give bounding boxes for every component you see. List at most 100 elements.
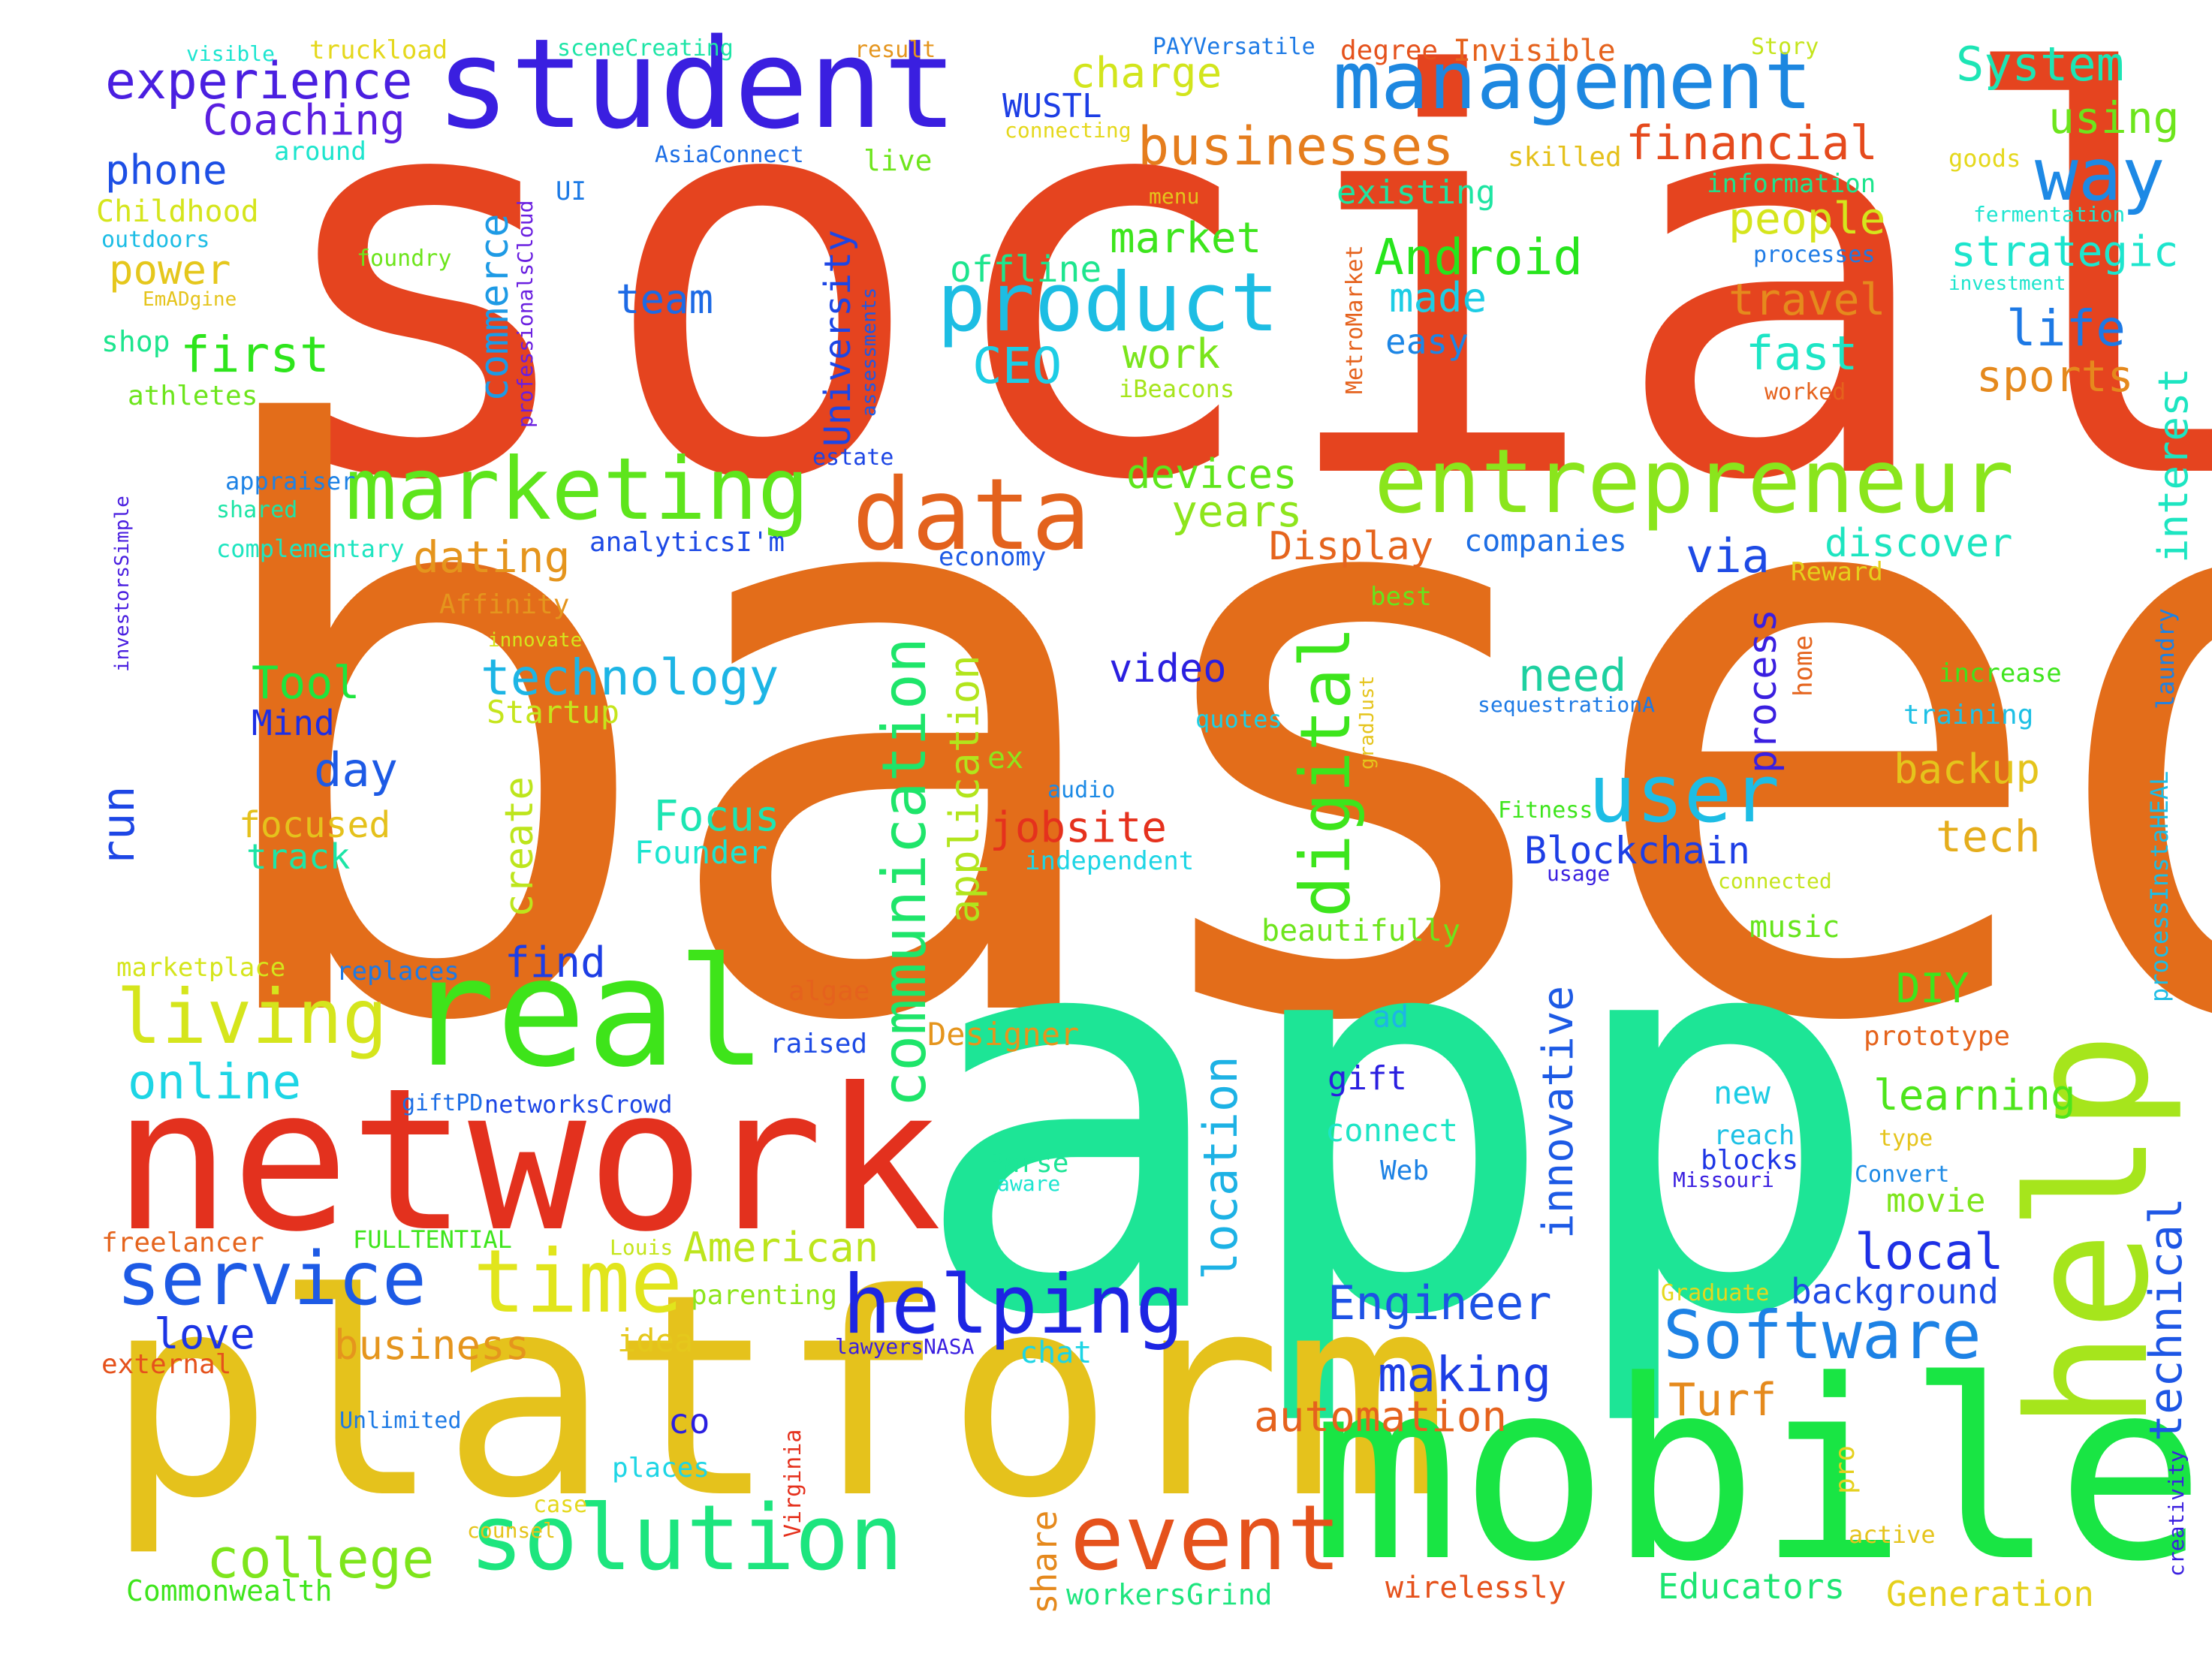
- word-generation: Generation: [1886, 1574, 2094, 1614]
- word-replaces: replaces: [336, 956, 460, 987]
- word-childhood: Childhood: [96, 194, 259, 229]
- word-local: local: [1855, 1223, 2004, 1281]
- word-independent: independent: [1025, 846, 1195, 876]
- word-turf: Turf: [1668, 1374, 1777, 1426]
- word-focus: Focus: [653, 792, 780, 841]
- word-connected: connected: [1718, 869, 1832, 893]
- word-american: American: [683, 1224, 879, 1271]
- word-gradjust: gradJust: [1356, 675, 1379, 770]
- word-travel: travel: [1728, 274, 1886, 325]
- word-discover: discover: [1825, 521, 2013, 566]
- word-communication: communication: [869, 637, 939, 1107]
- word-degree: degree: [1340, 35, 1439, 66]
- word-existing: existing: [1337, 173, 1496, 212]
- word-wustl: WUSTL: [1002, 87, 1102, 125]
- word-fermentation: fermentation: [1973, 202, 2126, 227]
- word-music: music: [1749, 910, 1840, 944]
- word-offline: offline: [950, 249, 1102, 291]
- word-experience: experience: [105, 52, 413, 111]
- word-educators: Educators: [1658, 1566, 1846, 1607]
- word-laundry: laundry: [2151, 608, 2180, 709]
- word-life: life: [2006, 300, 2126, 357]
- word-menu: menu: [1149, 184, 1200, 209]
- word-online: online: [128, 1055, 302, 1110]
- word-affinity: Affinity: [439, 589, 570, 620]
- word-raised: raised: [770, 1029, 868, 1059]
- word-first: first: [180, 326, 330, 384]
- word-founder: Founder: [634, 834, 768, 871]
- word-track: track: [246, 836, 351, 877]
- word-financial: financial: [1626, 116, 1878, 170]
- word-ceo: CEO: [972, 337, 1062, 395]
- word-focused: focused: [239, 804, 391, 846]
- word-made: made: [1389, 274, 1487, 321]
- word-networkscrowd: networksCrowd: [484, 1090, 673, 1119]
- word-display: Display: [1269, 524, 1434, 569]
- word-shop: shop: [101, 325, 170, 358]
- word-training: training: [1903, 700, 2034, 731]
- word-engineer: Engineer: [1328, 1276, 1552, 1330]
- word-innovative: innovative: [1534, 985, 1583, 1239]
- word-student: student: [435, 12, 958, 156]
- word-software: Software: [1663, 1297, 1981, 1374]
- word-parenting: parenting: [691, 1280, 838, 1311]
- word-around: around: [274, 137, 366, 167]
- word-devices: devices: [1126, 450, 1297, 498]
- word-power: power: [109, 246, 231, 294]
- word-reward: Reward: [1791, 557, 1883, 587]
- word-find: find: [505, 938, 606, 987]
- word-easy: easy: [1385, 321, 1469, 362]
- word-lawyersnasa: lawyersNASA: [835, 1334, 975, 1359]
- word-emadgine: EmADgine: [143, 288, 237, 311]
- word-service: service: [116, 1237, 427, 1322]
- word-new: new: [1713, 1074, 1771, 1111]
- word-network: network: [113, 1046, 942, 1275]
- word-unlimited: Unlimited: [339, 1408, 462, 1434]
- word-based: based: [184, 269, 2212, 1195]
- word-assessments: assessments: [858, 287, 881, 417]
- word-live: live: [863, 144, 933, 177]
- word-creativity: creativity: [2164, 1450, 2189, 1577]
- word-ibeacons: iBeacons: [1119, 375, 1235, 403]
- word-convert: Convert: [1855, 1161, 1950, 1188]
- word-application: application: [941, 655, 988, 923]
- word-gift: gift: [1328, 1059, 1407, 1098]
- word-automation: automation: [1254, 1393, 1508, 1442]
- word-dating: dating: [413, 532, 571, 583]
- word-algae: algae: [788, 976, 870, 1007]
- word-making: making: [1378, 1348, 1552, 1403]
- word-case: case: [533, 1492, 588, 1518]
- word-technical: technical: [2140, 1197, 2192, 1442]
- word-coaching: Coaching: [203, 96, 405, 145]
- word-via: via: [1686, 529, 1770, 583]
- word-social: social: [260, 0, 2212, 601]
- word-athletes: athletes: [128, 381, 258, 411]
- word-years: years: [1171, 486, 1303, 537]
- word-marketing: marketing: [345, 439, 809, 539]
- word-virginia: Virginia: [780, 1429, 806, 1538]
- word-jobsite: jobsite: [990, 803, 1168, 852]
- word-work: work: [1123, 330, 1221, 378]
- word-sports: sports: [1976, 351, 2134, 402]
- word-outdoors: outdoors: [101, 227, 210, 253]
- word-pro: pro: [1830, 1445, 1861, 1494]
- word-payversatile: PAYVersatile: [1153, 34, 1315, 60]
- word-metromarket: MetroMarket: [1342, 245, 1368, 394]
- word-missouri: Missouri: [1673, 1167, 1774, 1192]
- word-strategic: strategic: [1951, 227, 2179, 276]
- word-worked: worked: [1764, 379, 1846, 405]
- word-user: user: [1588, 748, 1780, 840]
- word-connect: connect: [1325, 1112, 1459, 1149]
- word-market: market: [1110, 214, 1262, 263]
- word-beautifully: beautifully: [1261, 914, 1460, 948]
- word-time: time: [473, 1231, 683, 1333]
- word-living: living: [116, 973, 388, 1061]
- word-system: System: [1956, 37, 2124, 92]
- word-truckload: truckload: [309, 35, 448, 65]
- word-tool: Tool: [252, 657, 360, 709]
- word-platform: platform: [105, 1234, 1451, 1559]
- word-increase: increase: [1939, 658, 2062, 688]
- word-analyticsim: analyticsI'm: [589, 527, 785, 558]
- word-college: college: [206, 1527, 435, 1590]
